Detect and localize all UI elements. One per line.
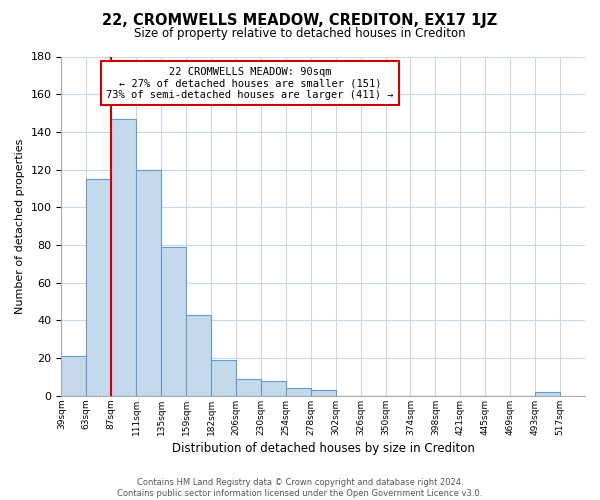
Bar <box>136 170 161 396</box>
Bar <box>186 315 211 396</box>
Bar <box>286 388 311 396</box>
Bar <box>236 379 261 396</box>
Bar <box>261 381 286 396</box>
Text: 22, CROMWELLS MEADOW, CREDITON, EX17 1JZ: 22, CROMWELLS MEADOW, CREDITON, EX17 1JZ <box>103 12 497 28</box>
Text: Size of property relative to detached houses in Crediton: Size of property relative to detached ho… <box>134 28 466 40</box>
Text: 22 CROMWELLS MEADOW: 90sqm
← 27% of detached houses are smaller (151)
73% of sem: 22 CROMWELLS MEADOW: 90sqm ← 27% of deta… <box>106 66 394 100</box>
Bar <box>311 390 335 396</box>
X-axis label: Distribution of detached houses by size in Crediton: Distribution of detached houses by size … <box>172 442 475 455</box>
Text: Contains HM Land Registry data © Crown copyright and database right 2024.
Contai: Contains HM Land Registry data © Crown c… <box>118 478 482 498</box>
Bar <box>211 360 236 396</box>
Y-axis label: Number of detached properties: Number of detached properties <box>15 138 25 314</box>
Bar <box>535 392 560 396</box>
Bar <box>61 356 86 396</box>
Bar <box>111 118 136 396</box>
Bar <box>161 247 186 396</box>
Bar <box>86 179 111 396</box>
